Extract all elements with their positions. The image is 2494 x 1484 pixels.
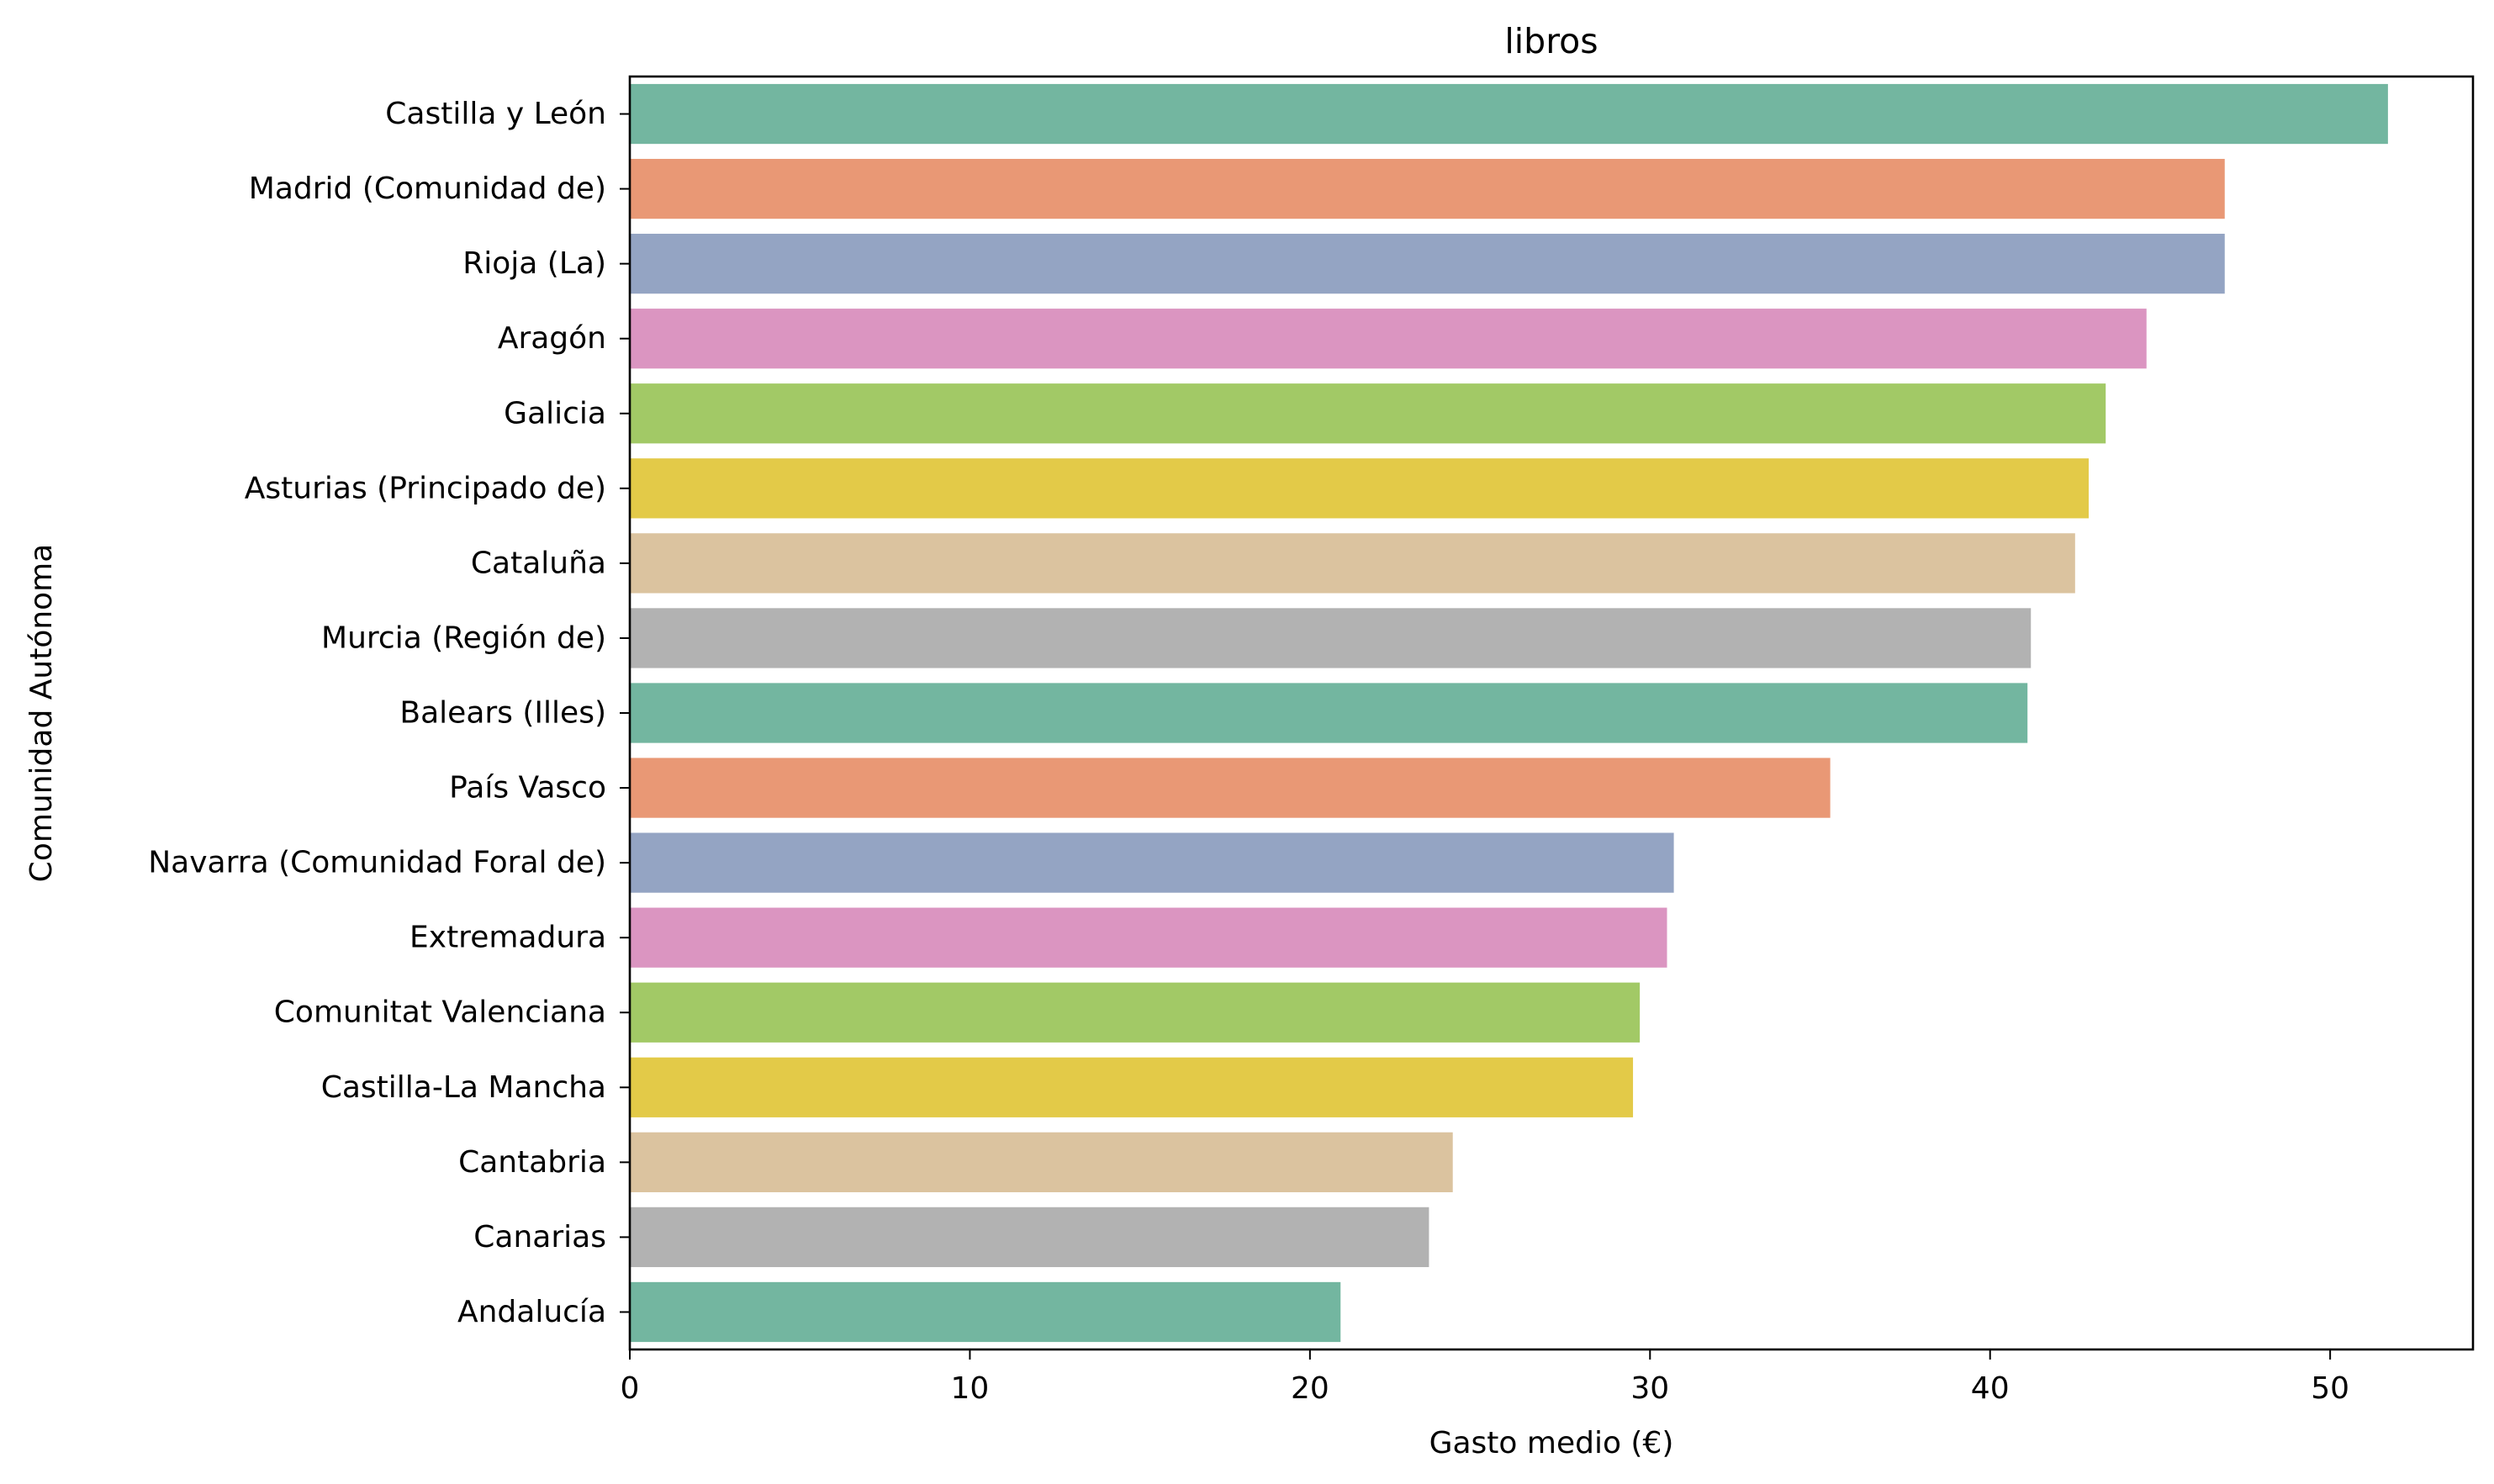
bar bbox=[630, 758, 1831, 818]
bar bbox=[630, 608, 2032, 668]
y-tick-label: Galicia bbox=[504, 396, 606, 430]
y-tick-label: Cantabria bbox=[458, 1145, 606, 1180]
bar bbox=[630, 982, 1641, 1043]
y-tick-label: Canarias bbox=[473, 1220, 606, 1254]
x-tick-label: 0 bbox=[621, 1371, 640, 1406]
y-tick-label: Aragón bbox=[498, 321, 606, 356]
bar bbox=[630, 458, 2089, 519]
y-tick-label: Cataluña bbox=[471, 546, 606, 580]
bar bbox=[630, 832, 1674, 893]
bar bbox=[630, 1281, 1341, 1343]
y-tick-label: Rioja (La) bbox=[462, 246, 606, 281]
bars-group bbox=[630, 83, 2388, 1343]
y-axis-ticks: Castilla y León Madrid (Comunidad de) Rioj… bbox=[148, 97, 630, 1329]
bar bbox=[630, 1057, 1634, 1117]
bar bbox=[630, 683, 2028, 743]
y-tick-label: Andalucía bbox=[457, 1295, 606, 1329]
bar bbox=[630, 234, 2225, 294]
x-tick-label: 40 bbox=[1971, 1371, 2010, 1406]
y-tick-label: Asturias (Principado de) bbox=[245, 471, 606, 505]
y-tick-label: Castilla y León bbox=[385, 97, 606, 131]
bar bbox=[630, 1207, 1429, 1268]
x-tick-label: 10 bbox=[951, 1371, 990, 1406]
x-axis-label: Gasto medio (€) bbox=[1429, 1426, 1674, 1460]
y-tick-label: Castilla-La Mancha bbox=[321, 1070, 606, 1105]
bar bbox=[630, 309, 2147, 369]
chart-title: libros bbox=[1504, 21, 1598, 61]
x-tick-label: 50 bbox=[2311, 1371, 2349, 1406]
bar bbox=[630, 1132, 1453, 1192]
x-tick-label: 30 bbox=[1630, 1371, 1669, 1406]
y-tick-label: Madrid (Comunidad de) bbox=[249, 172, 606, 206]
y-tick-label: País Vasco bbox=[449, 771, 606, 805]
y-tick-label: Murcia (Región de) bbox=[321, 621, 606, 655]
y-axis-label: Comunidad Autónoma bbox=[24, 544, 59, 883]
bar bbox=[630, 83, 2388, 145]
y-tick-label: Balears (Illes) bbox=[399, 696, 606, 731]
y-tick-label: Navarra (Comunidad Foral de) bbox=[148, 846, 606, 880]
x-axis-ticks: 0 10 20 30 40 50 bbox=[621, 1349, 2349, 1406]
bar bbox=[630, 383, 2106, 444]
y-tick-label: Extremadura bbox=[410, 921, 606, 955]
y-tick-label: Comunitat Valenciana bbox=[274, 995, 606, 1030]
bar bbox=[630, 533, 2075, 594]
x-tick-label: 20 bbox=[1291, 1371, 1329, 1406]
bar bbox=[630, 907, 1667, 968]
plot-frame bbox=[628, 75, 2475, 1351]
bar bbox=[630, 158, 2225, 219]
